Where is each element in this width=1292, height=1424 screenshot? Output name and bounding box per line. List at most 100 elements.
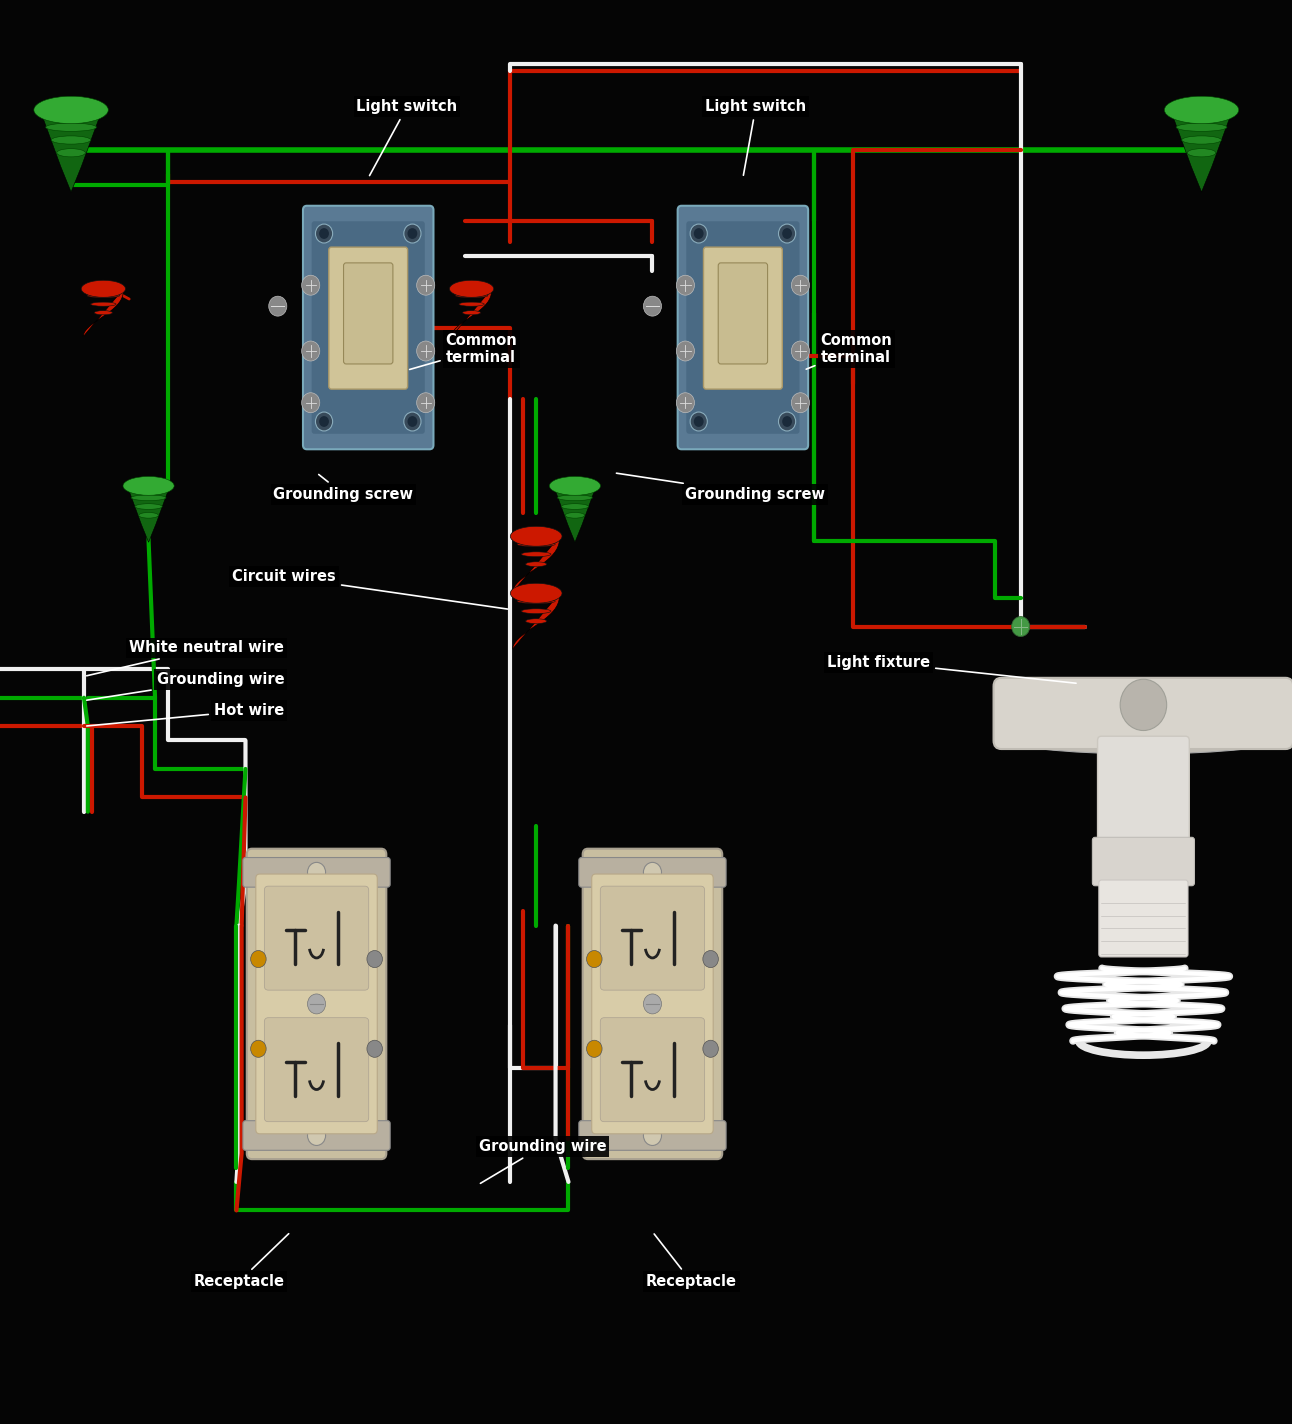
Text: Grounding screw: Grounding screw bbox=[616, 473, 824, 501]
Polygon shape bbox=[451, 289, 492, 336]
Circle shape bbox=[404, 224, 421, 244]
Circle shape bbox=[367, 1041, 382, 1058]
Text: White neutral wire: White neutral wire bbox=[87, 641, 284, 676]
Circle shape bbox=[694, 228, 704, 239]
Circle shape bbox=[791, 275, 809, 295]
Circle shape bbox=[587, 1041, 602, 1058]
Circle shape bbox=[367, 951, 382, 968]
Polygon shape bbox=[513, 594, 559, 649]
Ellipse shape bbox=[1182, 135, 1221, 144]
Ellipse shape bbox=[94, 310, 112, 315]
Circle shape bbox=[677, 393, 695, 413]
Text: Light switch: Light switch bbox=[705, 100, 806, 175]
Text: Light fixture: Light fixture bbox=[827, 655, 1076, 684]
Circle shape bbox=[319, 228, 329, 239]
Ellipse shape bbox=[510, 584, 562, 604]
Ellipse shape bbox=[522, 553, 550, 557]
Circle shape bbox=[677, 340, 695, 360]
Ellipse shape bbox=[134, 504, 163, 510]
FancyBboxPatch shape bbox=[601, 1018, 704, 1122]
Ellipse shape bbox=[450, 281, 494, 298]
Circle shape bbox=[1012, 617, 1030, 637]
Polygon shape bbox=[1171, 110, 1233, 192]
Circle shape bbox=[319, 416, 329, 427]
FancyBboxPatch shape bbox=[1093, 837, 1194, 886]
Text: Grounding wire: Grounding wire bbox=[87, 672, 284, 701]
Text: Hot wire: Hot wire bbox=[87, 703, 284, 726]
Circle shape bbox=[302, 393, 320, 413]
Circle shape bbox=[404, 412, 421, 431]
Text: Receptacle: Receptacle bbox=[194, 1233, 288, 1289]
Text: Circuit wires: Circuit wires bbox=[233, 570, 508, 609]
Circle shape bbox=[703, 951, 718, 968]
Circle shape bbox=[1120, 679, 1167, 731]
Circle shape bbox=[677, 275, 695, 295]
FancyBboxPatch shape bbox=[579, 857, 726, 887]
Ellipse shape bbox=[40, 111, 102, 118]
FancyBboxPatch shape bbox=[592, 874, 713, 1134]
Circle shape bbox=[690, 412, 707, 431]
FancyBboxPatch shape bbox=[994, 678, 1292, 749]
Circle shape bbox=[643, 296, 662, 316]
Circle shape bbox=[315, 224, 332, 244]
Circle shape bbox=[416, 393, 434, 413]
Ellipse shape bbox=[510, 527, 562, 547]
Ellipse shape bbox=[526, 619, 547, 624]
Polygon shape bbox=[127, 486, 171, 543]
Text: Common
terminal: Common terminal bbox=[806, 333, 893, 369]
Ellipse shape bbox=[1187, 148, 1216, 157]
Circle shape bbox=[782, 228, 792, 239]
Ellipse shape bbox=[557, 496, 593, 501]
FancyBboxPatch shape bbox=[302, 206, 434, 450]
Text: Grounding wire: Grounding wire bbox=[479, 1139, 606, 1183]
Ellipse shape bbox=[1176, 122, 1227, 131]
FancyBboxPatch shape bbox=[678, 206, 809, 450]
FancyBboxPatch shape bbox=[265, 886, 368, 990]
Ellipse shape bbox=[87, 293, 120, 298]
Ellipse shape bbox=[34, 97, 109, 124]
Circle shape bbox=[251, 951, 266, 968]
FancyBboxPatch shape bbox=[265, 1018, 368, 1122]
Circle shape bbox=[782, 416, 792, 427]
Ellipse shape bbox=[130, 496, 167, 501]
FancyBboxPatch shape bbox=[579, 1121, 726, 1151]
Ellipse shape bbox=[128, 486, 171, 491]
Ellipse shape bbox=[57, 148, 85, 157]
Text: Receptacle: Receptacle bbox=[646, 1235, 736, 1289]
FancyBboxPatch shape bbox=[601, 886, 704, 990]
Ellipse shape bbox=[45, 122, 97, 131]
FancyBboxPatch shape bbox=[686, 221, 800, 434]
Ellipse shape bbox=[554, 486, 597, 491]
Circle shape bbox=[587, 951, 602, 968]
Ellipse shape bbox=[517, 600, 556, 604]
Ellipse shape bbox=[522, 609, 550, 614]
Circle shape bbox=[302, 340, 320, 360]
Circle shape bbox=[407, 228, 417, 239]
Circle shape bbox=[251, 1041, 266, 1058]
Circle shape bbox=[643, 863, 662, 883]
Circle shape bbox=[791, 340, 809, 360]
Text: Common
terminal: Common terminal bbox=[410, 333, 518, 369]
Ellipse shape bbox=[565, 513, 585, 518]
Ellipse shape bbox=[549, 477, 601, 496]
Ellipse shape bbox=[459, 302, 484, 306]
Circle shape bbox=[779, 412, 796, 431]
Circle shape bbox=[791, 393, 809, 413]
Ellipse shape bbox=[526, 562, 547, 567]
Circle shape bbox=[307, 863, 326, 883]
Ellipse shape bbox=[123, 477, 174, 496]
Polygon shape bbox=[83, 289, 124, 336]
FancyBboxPatch shape bbox=[1098, 736, 1190, 844]
Circle shape bbox=[643, 994, 662, 1014]
Polygon shape bbox=[513, 537, 559, 592]
Circle shape bbox=[703, 1041, 718, 1058]
FancyBboxPatch shape bbox=[243, 857, 390, 887]
Circle shape bbox=[416, 340, 434, 360]
FancyBboxPatch shape bbox=[247, 849, 386, 1159]
Ellipse shape bbox=[1164, 97, 1239, 124]
Ellipse shape bbox=[1171, 111, 1233, 118]
Polygon shape bbox=[553, 486, 597, 543]
Circle shape bbox=[307, 994, 326, 1014]
Ellipse shape bbox=[81, 281, 125, 298]
FancyBboxPatch shape bbox=[243, 1121, 390, 1151]
